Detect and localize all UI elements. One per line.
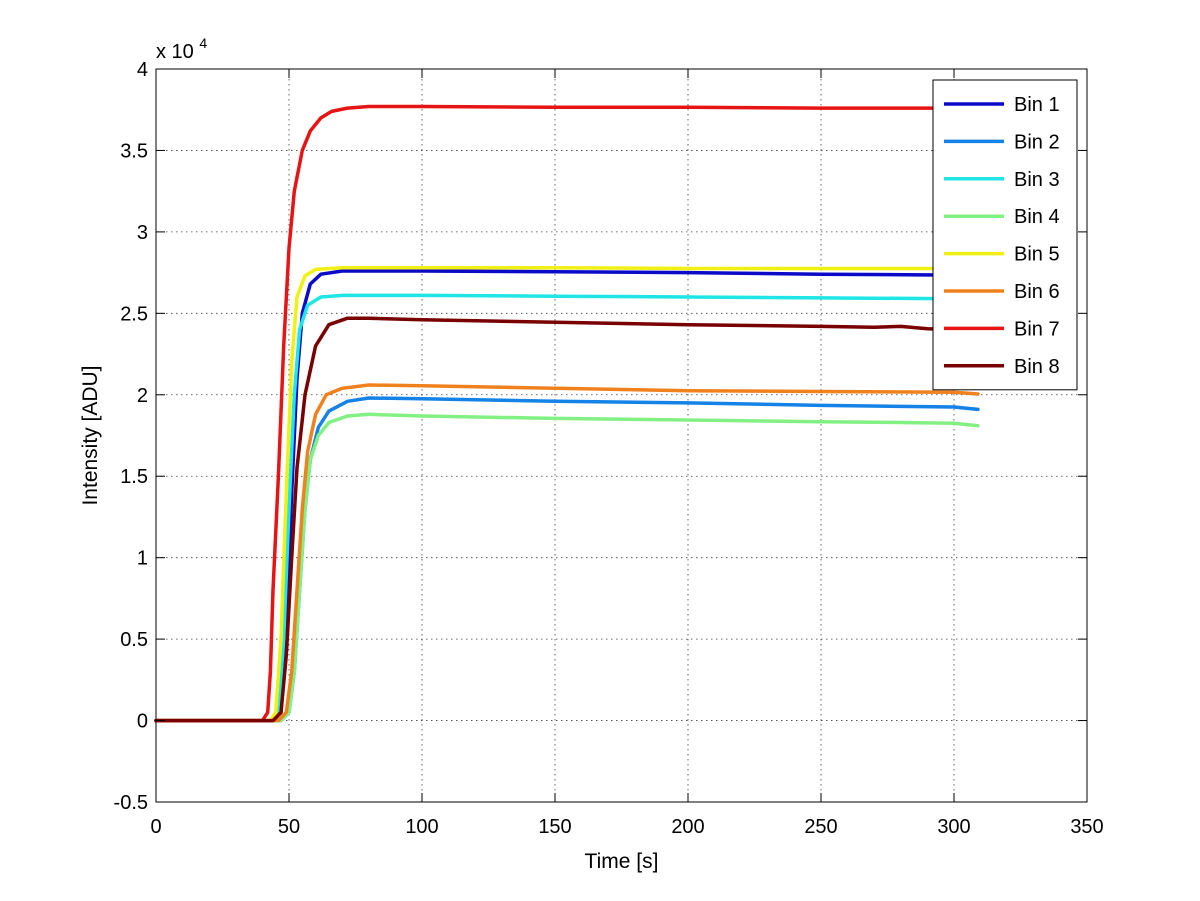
series-line-bin-3: [154, 293, 956, 723]
y-tick-label: 2.5: [120, 303, 148, 325]
axis-ticks: [155, 68, 1088, 803]
series-lines: [154, 104, 980, 723]
legend-label-bin-1: Bin 1: [1014, 94, 1060, 116]
x-axis-title: Time [s]: [585, 850, 659, 873]
legend: Bin 1 Bin 2 Bin 3 Bin 4 Bin 5 Bin 6 Bin 7 Bin 8: [932, 79, 1078, 391]
y-tick-label: 1.5: [120, 466, 148, 488]
y-axis-title: Intensity [ADU]: [79, 365, 102, 505]
x-tick-labels: 0 50 100 150 200 250 300 350: [150, 816, 1103, 838]
x-tick-label: 200: [671, 816, 704, 838]
legend-label-bin-4: Bin 4: [1014, 206, 1060, 228]
y-tick-label: 2: [137, 385, 148, 407]
y-tick-label: 4: [137, 59, 148, 81]
legend-label-bin-5: Bin 5: [1014, 244, 1060, 266]
y-tick-labels: -0.5 0 0.5 1 1.5 2 2.5 3 3.5 4: [114, 59, 148, 814]
series-line-bin-7: [154, 104, 956, 723]
series-line-bin-8: [154, 316, 956, 723]
x-tick-label: 300: [937, 816, 970, 838]
y-multiplier-exponent: 4: [199, 35, 207, 51]
x-tick-label: 0: [150, 816, 161, 838]
x-tick-label: 150: [538, 816, 571, 838]
y-multiplier-label: x 10 4: [156, 35, 207, 63]
y-tick-label: 3.5: [120, 140, 148, 162]
grid: [156, 69, 1087, 802]
series-line-bin-5: [154, 265, 956, 723]
y-tick-label: 1: [137, 548, 148, 570]
y-tick-label: 3: [137, 222, 148, 244]
legend-label-bin-6: Bin 6: [1014, 281, 1060, 303]
series-line-bin-6: [154, 383, 980, 723]
legend-items: Bin 1 Bin 2 Bin 3 Bin 4 Bin 5 Bin 6 Bin 7 Bin 8: [944, 94, 1060, 378]
x-tick-label: 250: [804, 816, 837, 838]
x-tick-label: 50: [278, 816, 300, 838]
legend-label-bin-2: Bin 2: [1014, 131, 1060, 153]
y-tick-label: -0.5: [114, 792, 148, 814]
x-tick-label: 100: [405, 816, 438, 838]
y-tick-label: 0.5: [120, 629, 148, 651]
y-multiplier-base: x 10: [156, 41, 194, 63]
x-tick-label: 350: [1070, 816, 1103, 838]
y-tick-label: 0: [137, 711, 148, 733]
legend-label-bin-7: Bin 7: [1014, 318, 1060, 340]
series-line-bin-4: [154, 412, 980, 723]
legend-label-bin-3: Bin 3: [1014, 169, 1060, 191]
plot-area-frame: [155, 68, 1088, 803]
legend-box: [932, 79, 1078, 391]
legend-label-bin-8: Bin 8: [1014, 356, 1060, 378]
